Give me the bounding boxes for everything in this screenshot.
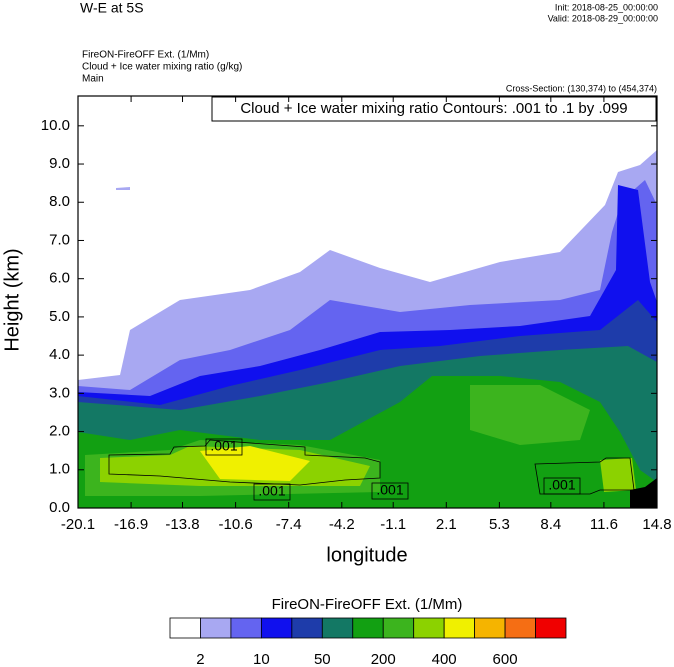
colorbar-box: [200, 617, 232, 639]
y-tick-label: 1.0: [49, 461, 70, 478]
colorbar-label: 2: [196, 651, 204, 667]
colorbar-box: [291, 617, 323, 639]
info-box: [211, 96, 657, 122]
x-tick-label: -1.1: [380, 516, 406, 533]
x-tick-label: 8.4: [540, 516, 561, 533]
terrain: [630, 478, 657, 508]
x-axis-label: longitude: [326, 544, 407, 566]
colorbar-label: 10: [253, 651, 270, 667]
contour-label-box: [543, 477, 581, 495]
contour-label-box: [253, 483, 291, 501]
x-tick-label: 14.8: [642, 516, 671, 533]
chart-title: W-E at 5S: [80, 0, 144, 16]
y-tick-label: 5.0: [49, 308, 70, 325]
x-tick-label: -16.9: [114, 516, 148, 533]
colorbar-title: FireON-FireOFF Ext. (1/Mm): [272, 596, 463, 613]
x-tick-label: -4.2: [329, 516, 355, 533]
field-name: Main: [82, 74, 104, 85]
cross-section: Cross-Section: (130,374) to (454,374): [506, 83, 657, 93]
colorbar-box: [504, 617, 536, 639]
init-time: Init: 2018-08-25_00:00:00: [555, 2, 658, 12]
y-tick-label: 3.0: [49, 384, 70, 401]
x-tick-label: -7.4: [276, 516, 302, 533]
contour-label: .001: [210, 438, 237, 454]
valid-time: Valid: 2018-08-29_00:00:00: [548, 13, 658, 23]
contour-label-box: [371, 482, 409, 500]
y-axis-label: Height (km): [1, 248, 23, 351]
contour-label: .001: [258, 483, 285, 499]
contour-info: Cloud + Ice water mixing ratio Contours:…: [240, 100, 627, 117]
colorbar-label: 200: [371, 651, 396, 667]
y-tick-label: 7.0: [49, 231, 70, 248]
colorbar-box: [321, 617, 354, 639]
contour-line: [108, 439, 381, 486]
colorbar-box: [230, 617, 262, 639]
y-tick-label: 10.0: [41, 117, 70, 134]
x-tick-label: 11.6: [590, 516, 618, 533]
x-tick-label: 5.3: [489, 516, 510, 533]
colorbar-label: 400: [432, 651, 457, 667]
contour-fill: [600, 458, 636, 492]
plot-frame: [77, 95, 658, 509]
y-tick-label: 0.0: [49, 499, 70, 516]
contour-label: .001: [548, 477, 575, 493]
contour-label: .001: [376, 482, 403, 498]
x-tick-label: -13.8: [165, 516, 199, 533]
colorbar-box: [413, 617, 445, 639]
field-name: FireON-FireOFF Ext. (1/Mm): [82, 50, 209, 61]
colorbar-box: [352, 617, 384, 639]
colorbar-label: 50: [314, 651, 331, 667]
y-tick-label: 6.0: [49, 270, 70, 287]
colorbar-box: [474, 617, 506, 639]
contour-fill: [470, 385, 590, 445]
colorbar-box: [382, 617, 415, 639]
colorbar-label: 600: [493, 651, 518, 667]
y-tick-label: 9.0: [49, 155, 70, 172]
y-tick-label: 4.0: [49, 346, 70, 363]
colorbar-box: [535, 617, 567, 639]
x-tick-label: -20.1: [61, 516, 95, 533]
x-tick-label: -10.6: [219, 516, 253, 533]
colorbar-box: [260, 617, 293, 639]
x-tick-label: 2.1: [436, 516, 457, 533]
contour-fill: [116, 187, 130, 190]
colorbar-box: [443, 617, 476, 639]
contour-label-box: [205, 438, 243, 456]
colorbar-box: [169, 617, 201, 639]
field-name: Cloud + Ice water mixing ratio (g/kg): [82, 62, 242, 73]
contour-fill: [616, 118, 624, 143]
y-tick-label: 2.0: [49, 423, 70, 440]
contour-field: .001 .001 .001 .001: [78, 96, 657, 508]
y-tick-label: 8.0: [49, 193, 70, 210]
